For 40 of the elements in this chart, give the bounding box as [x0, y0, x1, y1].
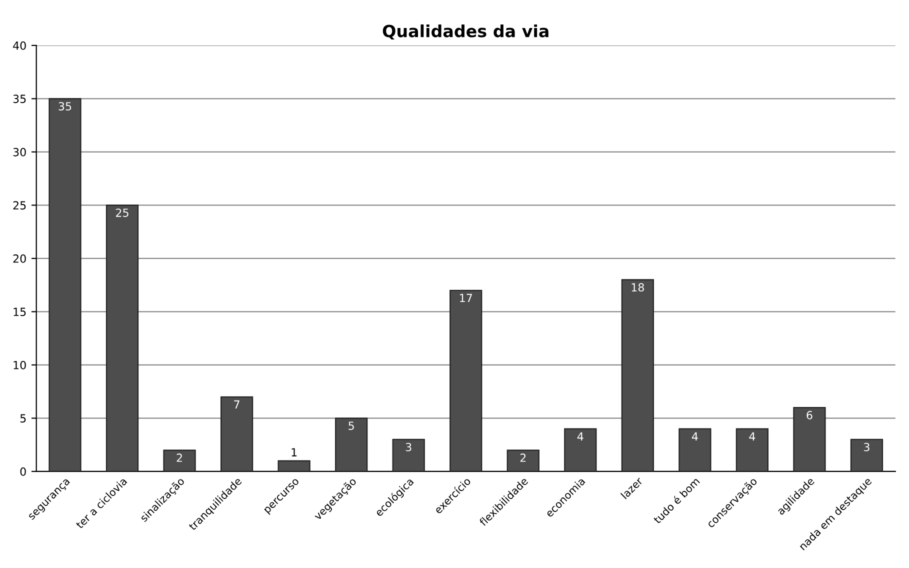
bar: [621, 279, 654, 472]
bar: [450, 290, 482, 472]
data-label: 3: [406, 442, 412, 452]
bar: [678, 428, 712, 472]
bar: [736, 428, 768, 472]
bar: [335, 418, 368, 472]
data-label: 2: [520, 454, 526, 462]
y-tick-label: 10: [14, 360, 26, 370]
data-label: 4: [692, 432, 698, 440]
y-tick-label: 15: [14, 308, 26, 316]
data-label: 3: [864, 442, 870, 452]
bar: [392, 438, 425, 472]
bar: [850, 438, 884, 472]
y-tick-label: 0: [20, 467, 26, 476]
bar: [793, 406, 826, 472]
bar: [48, 98, 82, 472]
data-label: 4: [749, 432, 756, 440]
y-tick-label: 5: [20, 414, 26, 423]
data-label: 17: [460, 294, 472, 302]
data-label: 1: [292, 448, 297, 456]
bar: [564, 428, 597, 472]
data-label: 25: [116, 208, 128, 217]
y-tick-label: 20: [13, 254, 26, 263]
bar: [220, 396, 254, 472]
data-label: 35: [58, 102, 72, 110]
chart-title: Qualidades da via: [382, 24, 548, 40]
data-label: 5: [348, 422, 354, 430]
y-tick-label: 35: [13, 94, 26, 104]
y-tick-label: 40: [13, 41, 26, 50]
data-label: 7: [234, 400, 240, 409]
y-tick-label: 30: [13, 148, 26, 156]
bar: [278, 460, 310, 472]
data-label: 18: [632, 283, 644, 292]
data-label: 6: [806, 410, 812, 420]
data-label: 2: [176, 454, 182, 462]
y-tick-label: 25: [13, 201, 26, 210]
data-label: 4: [577, 432, 584, 440]
bar: [106, 204, 139, 472]
bar: [506, 450, 540, 472]
bar: [163, 450, 196, 472]
